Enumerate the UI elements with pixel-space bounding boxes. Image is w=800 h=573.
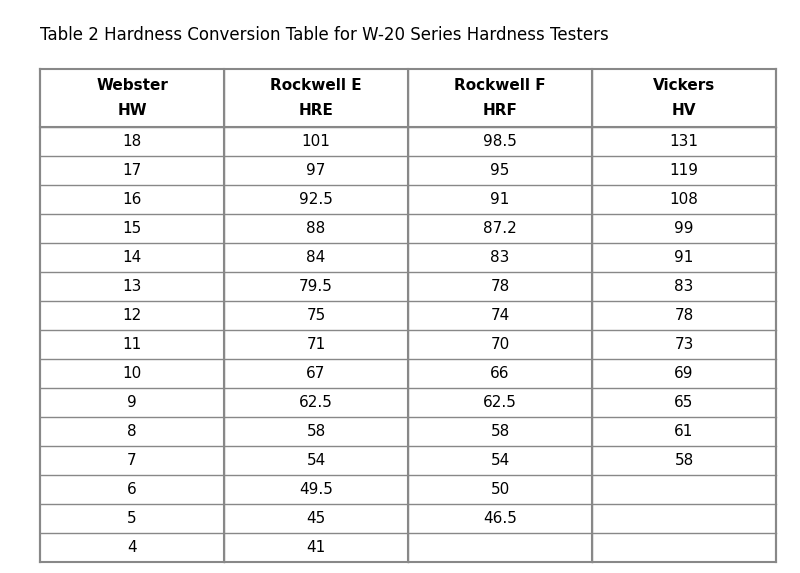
Text: 92.5: 92.5 <box>299 192 333 207</box>
Text: 11: 11 <box>122 336 142 352</box>
Text: 66: 66 <box>490 366 510 380</box>
Text: 7: 7 <box>127 453 137 468</box>
Text: Webster: Webster <box>96 77 168 93</box>
Text: 62.5: 62.5 <box>483 395 517 410</box>
Text: 75: 75 <box>306 308 326 323</box>
Text: 50: 50 <box>490 481 510 497</box>
Text: 69: 69 <box>674 366 694 380</box>
Text: 6: 6 <box>127 481 137 497</box>
Text: 58: 58 <box>674 453 694 468</box>
Text: 14: 14 <box>122 250 142 265</box>
Text: 16: 16 <box>122 192 142 207</box>
Text: 79.5: 79.5 <box>299 278 333 294</box>
Text: 61: 61 <box>674 423 694 438</box>
Text: 83: 83 <box>674 278 694 294</box>
Text: 49.5: 49.5 <box>299 481 333 497</box>
Text: 5: 5 <box>127 511 137 525</box>
Text: 131: 131 <box>670 134 698 149</box>
Text: 84: 84 <box>306 250 326 265</box>
Text: 67: 67 <box>306 366 326 380</box>
Text: 54: 54 <box>490 453 510 468</box>
Text: 87.2: 87.2 <box>483 221 517 236</box>
Text: 58: 58 <box>490 423 510 438</box>
Text: 91: 91 <box>674 250 694 265</box>
Text: 41: 41 <box>306 540 326 555</box>
Text: 78: 78 <box>674 308 694 323</box>
Text: HRE: HRE <box>298 103 334 118</box>
Text: 83: 83 <box>490 250 510 265</box>
Text: 45: 45 <box>306 511 326 525</box>
Text: HRF: HRF <box>482 103 518 118</box>
Text: Vickers: Vickers <box>653 77 715 93</box>
Text: Table 2 Hardness Conversion Table for W-20 Series Hardness Testers: Table 2 Hardness Conversion Table for W-… <box>40 26 609 44</box>
Text: 101: 101 <box>302 134 330 149</box>
Text: 58: 58 <box>306 423 326 438</box>
Text: 8: 8 <box>127 423 137 438</box>
Text: 99: 99 <box>674 221 694 236</box>
Text: Rockwell E: Rockwell E <box>270 77 362 93</box>
Text: 9: 9 <box>127 395 137 410</box>
Text: HV: HV <box>672 103 696 118</box>
Text: 91: 91 <box>490 192 510 207</box>
Text: HW: HW <box>117 103 147 118</box>
Text: 74: 74 <box>490 308 510 323</box>
Text: 10: 10 <box>122 366 142 380</box>
Text: Rockwell F: Rockwell F <box>454 77 546 93</box>
Text: 17: 17 <box>122 163 142 178</box>
Text: 65: 65 <box>674 395 694 410</box>
Text: 70: 70 <box>490 336 510 352</box>
Text: 73: 73 <box>674 336 694 352</box>
Text: 12: 12 <box>122 308 142 323</box>
Text: 119: 119 <box>670 163 698 178</box>
Text: 15: 15 <box>122 221 142 236</box>
Text: 54: 54 <box>306 453 326 468</box>
Text: 78: 78 <box>490 278 510 294</box>
Text: 88: 88 <box>306 221 326 236</box>
Text: 108: 108 <box>670 192 698 207</box>
Text: 4: 4 <box>127 540 137 555</box>
Text: 13: 13 <box>122 278 142 294</box>
Text: 71: 71 <box>306 336 326 352</box>
Text: 62.5: 62.5 <box>299 395 333 410</box>
Text: 97: 97 <box>306 163 326 178</box>
Text: 18: 18 <box>122 134 142 149</box>
Text: 46.5: 46.5 <box>483 511 517 525</box>
Text: 95: 95 <box>490 163 510 178</box>
Text: 98.5: 98.5 <box>483 134 517 149</box>
